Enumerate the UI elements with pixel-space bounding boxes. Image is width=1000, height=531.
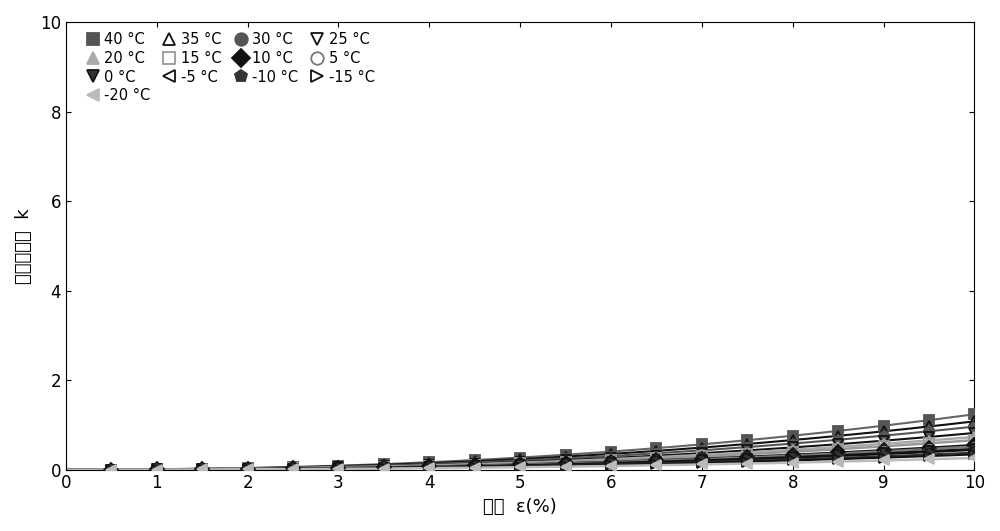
X-axis label: 应变  ε(%): 应变 ε(%) xyxy=(483,498,557,516)
Legend: 40 °C, 20 °C, 0 °C, -20 °C, 35 °C, 15 °C, -5 °C, , 30 °C, 10 °C, -10 °C, , 25 °C: 40 °C, 20 °C, 0 °C, -20 °C, 35 °C, 15 °C… xyxy=(82,29,378,106)
Y-axis label: 归一化电阵  k: 归一化电阵 k xyxy=(15,208,33,284)
